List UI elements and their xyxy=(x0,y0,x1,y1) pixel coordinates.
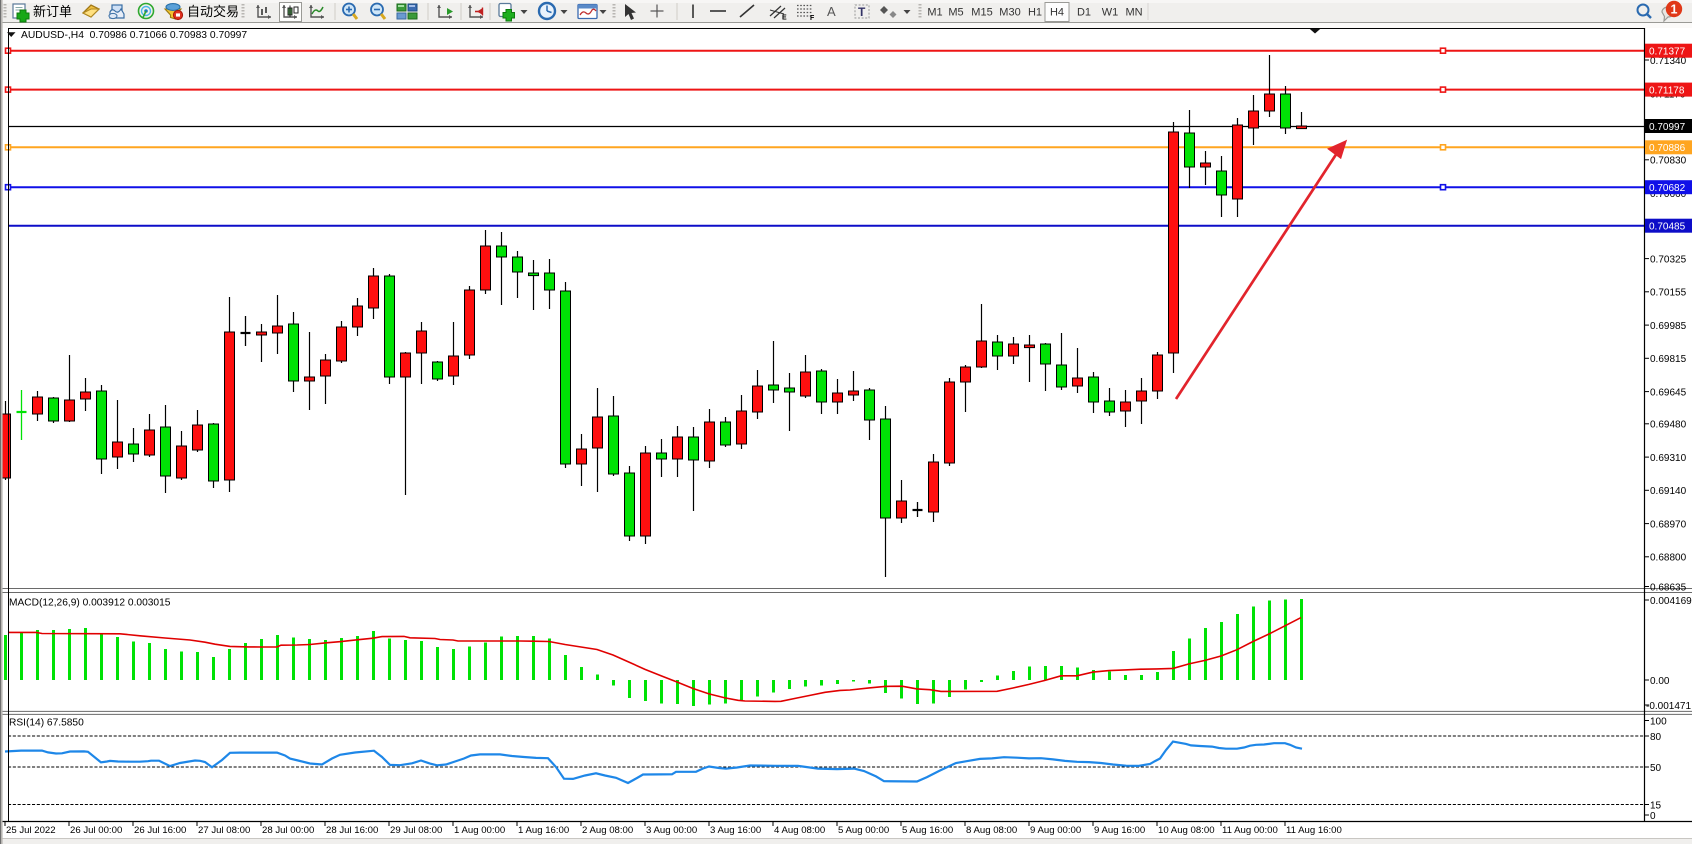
svg-text:11 Aug 00:00: 11 Aug 00:00 xyxy=(1222,825,1278,836)
svg-text:0.69140: 0.69140 xyxy=(1650,486,1687,497)
svg-text:D1: D1 xyxy=(1077,7,1091,19)
svg-text:0.004169: 0.004169 xyxy=(1650,596,1692,607)
svg-text:0.70325: 0.70325 xyxy=(1650,254,1687,265)
svg-text:T: T xyxy=(858,5,866,19)
svg-text:自动交易: 自动交易 xyxy=(187,4,239,19)
svg-text:26 Jul 16:00: 26 Jul 16:00 xyxy=(134,825,186,836)
svg-text:9 Aug 16:00: 9 Aug 16:00 xyxy=(1094,825,1145,836)
svg-text:0.70997: 0.70997 xyxy=(1649,122,1686,133)
svg-text:3 Aug 16:00: 3 Aug 16:00 xyxy=(710,825,761,836)
svg-text:0.70660: 0.70660 xyxy=(1650,189,1687,200)
svg-text:M30: M30 xyxy=(999,7,1020,19)
svg-text:0.70485: 0.70485 xyxy=(1649,222,1686,233)
svg-text:0.71377: 0.71377 xyxy=(1649,47,1686,58)
svg-text:28 Jul 00:00: 28 Jul 00:00 xyxy=(262,825,314,836)
svg-text:W1: W1 xyxy=(1102,7,1119,19)
svg-text:0.69310: 0.69310 xyxy=(1650,453,1687,464)
svg-text:0.68635: 0.68635 xyxy=(1650,582,1687,593)
svg-text:9 Aug 00:00: 9 Aug 00:00 xyxy=(1030,825,1081,836)
svg-text:M5: M5 xyxy=(948,7,963,19)
svg-text:80: 80 xyxy=(1650,732,1662,743)
svg-text:新订单: 新订单 xyxy=(33,4,72,19)
svg-text:1: 1 xyxy=(1671,3,1678,17)
svg-text:0.71340: 0.71340 xyxy=(1650,56,1687,67)
svg-text:F: F xyxy=(810,15,815,22)
svg-text:26 Jul 00:00: 26 Jul 00:00 xyxy=(70,825,122,836)
svg-text:29 Jul 08:00: 29 Jul 08:00 xyxy=(390,825,442,836)
svg-text:RSI(14) 67.5850: RSI(14) 67.5850 xyxy=(9,718,84,729)
svg-text:0.70830: 0.70830 xyxy=(1650,156,1687,167)
svg-text:2 Aug 08:00: 2 Aug 08:00 xyxy=(582,825,633,836)
svg-text:1 Aug 16:00: 1 Aug 16:00 xyxy=(518,825,569,836)
svg-text:0.68970: 0.68970 xyxy=(1650,519,1687,530)
svg-text:MACD(12,26,9) 0.003912 0.00301: MACD(12,26,9) 0.003912 0.003015 xyxy=(9,598,171,609)
svg-text:E: E xyxy=(782,15,787,22)
svg-text:4 Aug 08:00: 4 Aug 08:00 xyxy=(774,825,825,836)
svg-text:AUDUSD-,H4 0.70986 0.71066 0.: AUDUSD-,H4 0.70986 0.71066 0.70983 0.709… xyxy=(21,30,247,41)
svg-text:5 Aug 16:00: 5 Aug 16:00 xyxy=(902,825,953,836)
svg-text:3 Aug 00:00: 3 Aug 00:00 xyxy=(646,825,697,836)
svg-text:100: 100 xyxy=(1650,716,1667,727)
svg-text:0.70886: 0.70886 xyxy=(1649,143,1686,154)
svg-text:A: A xyxy=(827,4,836,19)
svg-text:28 Jul 16:00: 28 Jul 16:00 xyxy=(326,825,378,836)
svg-text:25 Jul 2022: 25 Jul 2022 xyxy=(6,825,56,836)
svg-text:-0.001471: -0.001471 xyxy=(1646,701,1691,712)
svg-text:8 Aug 08:00: 8 Aug 08:00 xyxy=(966,825,1017,836)
svg-text:M15: M15 xyxy=(971,7,992,19)
svg-text:H4: H4 xyxy=(1050,7,1064,19)
svg-text:0.68800: 0.68800 xyxy=(1650,553,1687,564)
svg-text:0.71178: 0.71178 xyxy=(1649,85,1685,96)
svg-text:MN: MN xyxy=(1125,7,1142,19)
svg-text:10 Aug 08:00: 10 Aug 08:00 xyxy=(1158,825,1215,836)
svg-text:11 Aug 16:00: 11 Aug 16:00 xyxy=(1286,825,1342,836)
svg-text:0.69480: 0.69480 xyxy=(1650,420,1687,431)
svg-text:0.70155: 0.70155 xyxy=(1650,288,1687,299)
svg-text:5 Aug 00:00: 5 Aug 00:00 xyxy=(838,825,889,836)
svg-text:0.69645: 0.69645 xyxy=(1650,387,1687,398)
svg-text:M1: M1 xyxy=(927,7,942,19)
svg-text:0.00: 0.00 xyxy=(1650,676,1670,687)
svg-text:1 Aug 00:00: 1 Aug 00:00 xyxy=(454,825,505,836)
svg-text:15: 15 xyxy=(1650,800,1662,811)
svg-text:H1: H1 xyxy=(1028,7,1042,19)
svg-text:0.69985: 0.69985 xyxy=(1650,321,1687,332)
svg-text:27 Jul 08:00: 27 Jul 08:00 xyxy=(198,825,250,836)
svg-text:0: 0 xyxy=(1650,811,1656,822)
svg-text:50: 50 xyxy=(1650,763,1662,774)
svg-text:0.70682: 0.70682 xyxy=(1649,183,1686,194)
svg-text:0.69815: 0.69815 xyxy=(1650,354,1687,365)
